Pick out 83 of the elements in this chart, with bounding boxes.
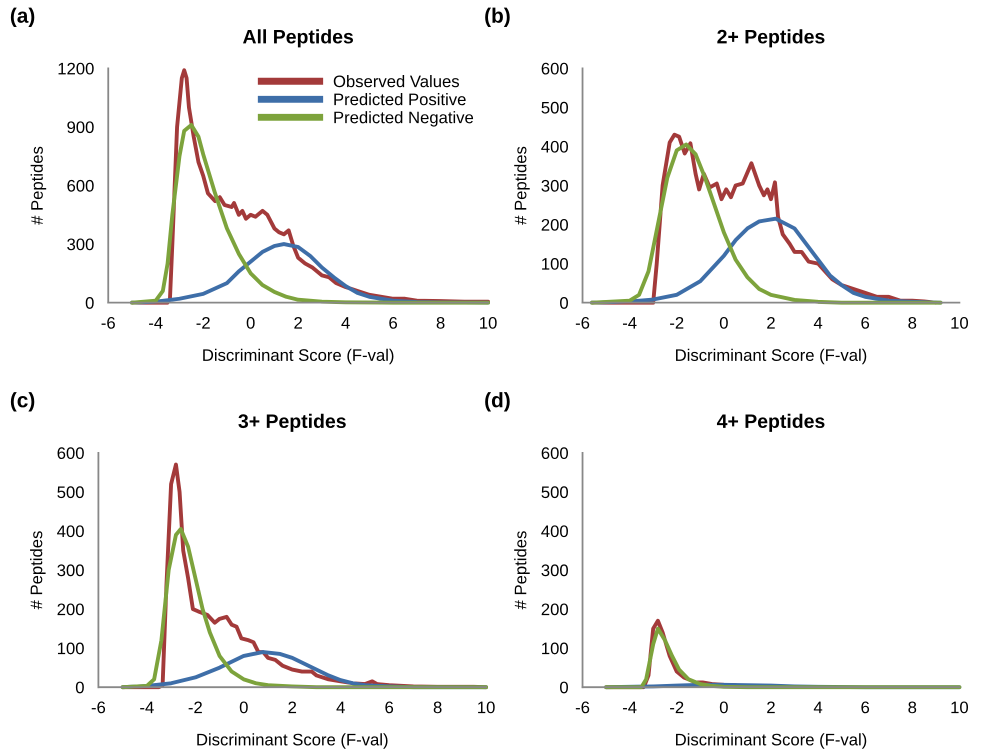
x-tick-label: -2 xyxy=(670,701,684,714)
x-tick-label: 6 xyxy=(385,701,394,714)
y-tick-label: 0 xyxy=(76,682,84,694)
x-tick-label: 2 xyxy=(288,701,296,714)
x-tick-label: -4 xyxy=(622,702,637,714)
y-tick-label: 100 xyxy=(58,642,84,654)
x-tick-label: -6 xyxy=(576,316,590,329)
x-tick-label: 4 xyxy=(814,702,822,714)
x-tick-label: 4 xyxy=(341,317,350,329)
y-tick-label: 200 xyxy=(542,603,568,616)
y-tick-label: 500 xyxy=(542,486,568,498)
text: (a) xyxy=(10,8,34,28)
y-tick-label: 0 xyxy=(86,297,94,309)
y-tick-label: 300 xyxy=(57,564,84,576)
y-tick-label: 900 xyxy=(67,121,94,134)
y-tick-label: 600 xyxy=(67,180,94,192)
x-tick-label: 8 xyxy=(908,701,916,714)
y-axis-title: # Peptides xyxy=(30,531,46,610)
x-axis-title: Discriminant Score (F-val) xyxy=(203,348,394,364)
legend-label: Predicted Negative xyxy=(334,111,474,127)
x-tick-label: 10 xyxy=(480,316,497,329)
y-tick-label: 100 xyxy=(542,258,568,270)
y-tick-label: 500 xyxy=(57,486,84,498)
x-tick-label: 10 xyxy=(951,701,968,714)
y-tick-label: 600 xyxy=(58,447,84,460)
x-tick-label: 10 xyxy=(951,316,968,329)
x-tick-label: 2 xyxy=(767,701,775,714)
x-tick-label: 2 xyxy=(767,316,775,329)
x-tick-label: 8 xyxy=(908,316,916,329)
x-tick-label: -4 xyxy=(149,317,163,329)
x-axis-title: Discriminant Score (F-val) xyxy=(197,733,388,749)
y-tick-label: 300 xyxy=(541,564,568,576)
x-tick-label: 0 xyxy=(240,701,248,714)
x-tick-label: 0 xyxy=(720,316,728,329)
x-axis-title: Discriminant Score (F-val) xyxy=(676,348,866,364)
x-axis-title: Discriminant Score (F-val) xyxy=(676,733,866,749)
y-tick-label: 300 xyxy=(541,180,568,192)
y-axis-title: # Peptides xyxy=(514,146,530,225)
x-tick-label: 6 xyxy=(861,701,870,714)
y-tick-label: 200 xyxy=(542,218,568,231)
x-tick-label: 8 xyxy=(434,701,442,714)
y-tick-label: 400 xyxy=(541,140,568,153)
y-tick-label: 100 xyxy=(542,642,568,654)
text: (c) xyxy=(10,392,34,412)
x-tick-label: -4 xyxy=(622,317,637,329)
text: (b) xyxy=(485,8,510,28)
chart-title: 3+ Peptides xyxy=(238,414,346,432)
text: (d) xyxy=(485,392,510,412)
y-tick-label: 0 xyxy=(560,297,568,309)
y-tick-label: 0 xyxy=(560,682,568,694)
legend-label: Predicted Positive xyxy=(334,93,466,106)
x-tick-label: 2 xyxy=(294,316,302,329)
x-tick-label: -6 xyxy=(102,316,115,329)
y-tick-label: 600 xyxy=(542,62,568,75)
x-tick-label: -2 xyxy=(188,701,202,714)
y-axis-title: # Peptides xyxy=(514,531,530,610)
y-tick-label: 400 xyxy=(541,525,568,538)
x-tick-label: -2 xyxy=(196,316,210,329)
chart-title: All Peptides xyxy=(242,29,354,48)
y-tick-label: 200 xyxy=(58,603,84,616)
x-tick-label: 4 xyxy=(814,317,822,329)
chart-title: 4+ Peptides xyxy=(716,414,824,432)
x-tick-label: 6 xyxy=(389,316,398,329)
x-tick-label: 6 xyxy=(861,316,870,329)
x-tick-label: -6 xyxy=(576,701,590,714)
y-tick-label: 400 xyxy=(57,525,84,538)
y-tick-label: 1200 xyxy=(58,62,94,75)
y-tick-label: 300 xyxy=(67,238,94,250)
x-tick-label: 8 xyxy=(436,316,444,329)
line-series xyxy=(604,626,962,690)
y-tick-label: 500 xyxy=(542,102,568,114)
x-tick-label: 10 xyxy=(478,701,495,714)
y-axis-title: # Peptides xyxy=(30,146,46,225)
line-series xyxy=(120,527,488,690)
x-tick-label: 0 xyxy=(246,316,255,329)
x-tick-label: -6 xyxy=(92,701,106,714)
chart-title: 2+ Peptides xyxy=(717,29,824,48)
x-tick-label: 0 xyxy=(720,701,728,714)
legend-label: Observed Values xyxy=(334,75,460,88)
y-tick-label: 600 xyxy=(542,447,568,460)
x-tick-label: 4 xyxy=(336,702,345,714)
x-tick-label: -2 xyxy=(670,316,684,329)
x-tick-label: -4 xyxy=(140,702,154,714)
